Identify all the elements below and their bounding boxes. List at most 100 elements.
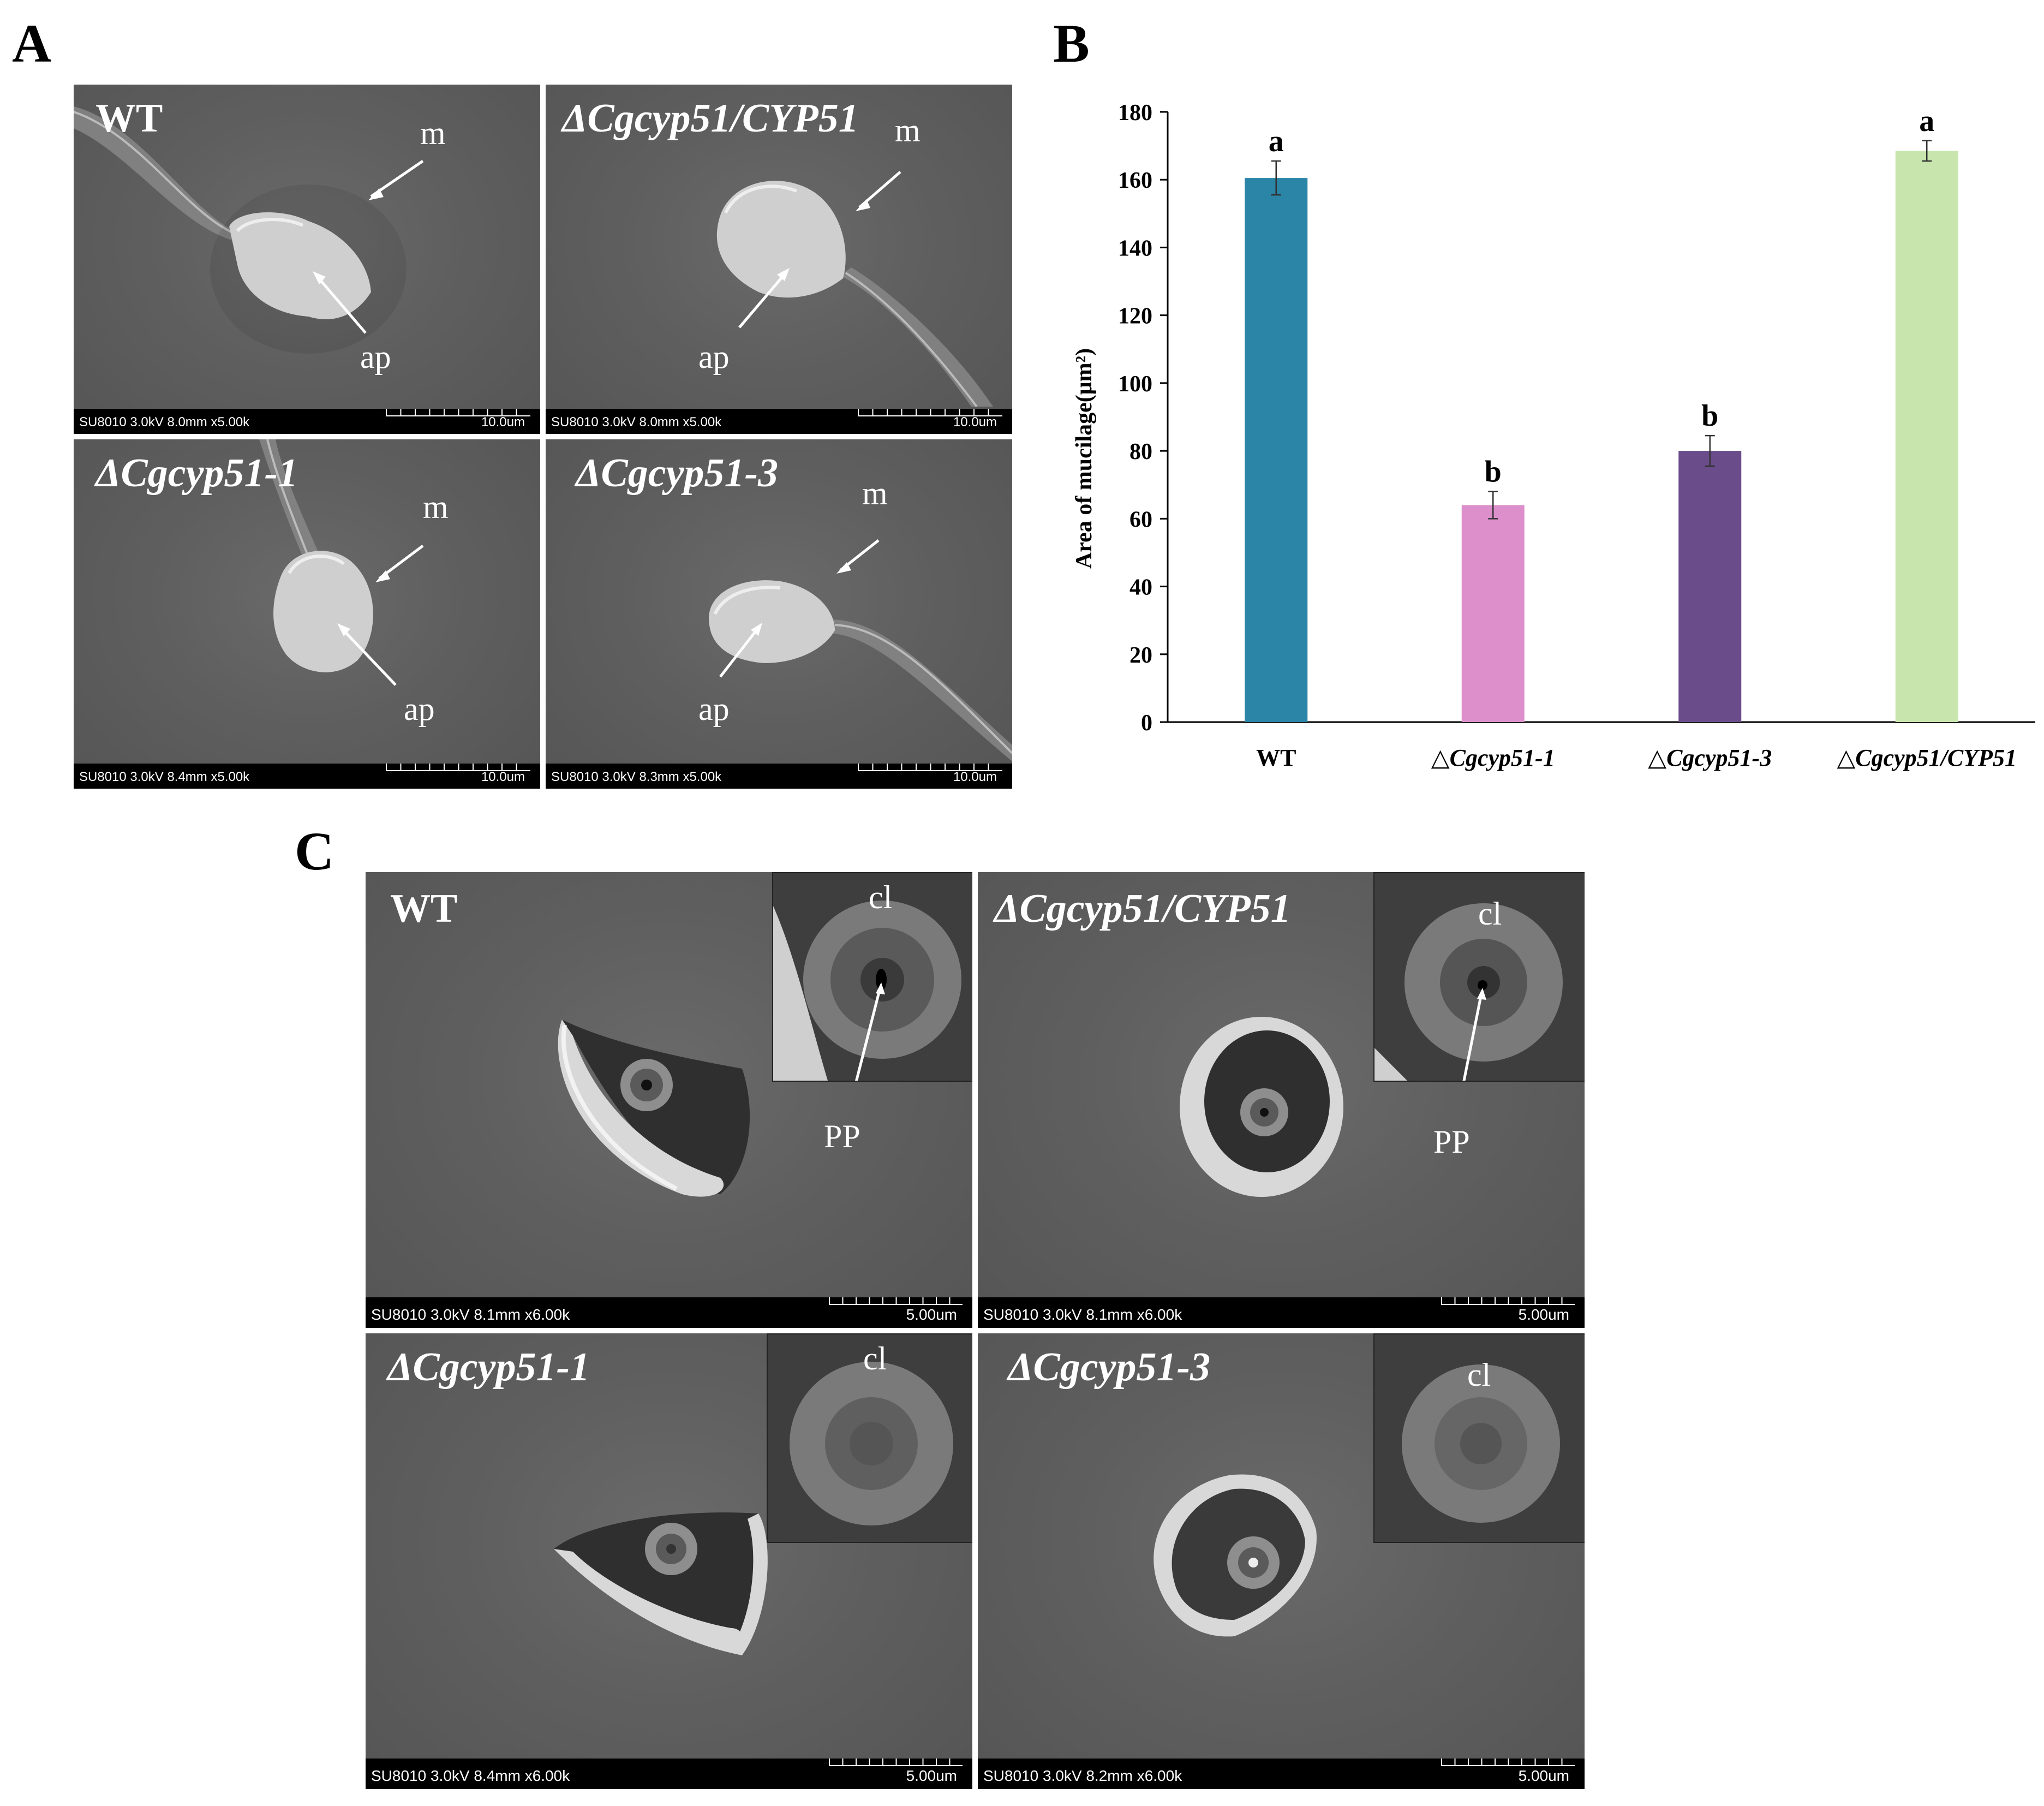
significance-label: b <box>1485 455 1502 489</box>
scale-label: 10.0um <box>481 415 525 430</box>
scale-ticks <box>386 764 530 771</box>
image-title: WT <box>95 96 163 141</box>
inset-cl: cl <box>1373 872 1585 1082</box>
sem-image-wt-appressorium: WT m ap SU8010 3.0kV 8.0mm x5.00k 10.0um <box>74 85 540 434</box>
inset-cl: cl <box>1373 1333 1585 1543</box>
image-title: ΔCgcyp51/CYP51 <box>562 96 859 141</box>
sem-info: SU8010 3.0kV 8.4mm x6.00k <box>371 1767 570 1784</box>
image-title: ΔCgcyp51-3 <box>1008 1345 1211 1390</box>
penetration-graphic <box>554 1512 768 1655</box>
bar <box>1678 451 1742 722</box>
label-ap: ap <box>404 691 435 727</box>
sem-image-mutant3-penetration: cl ΔCgcyp51-3 SU8010 3.0kV 8.2mm x6.00k … <box>978 1333 1585 1789</box>
label-m: m <box>895 112 921 148</box>
x-tick-label: △Cgcyp51-1 <box>1431 744 1555 771</box>
sem-image-wt-penetration: cl PP WT SU8010 3.0kV 8.1mm x6.00k 5.00u… <box>366 872 972 1328</box>
scale-ticks <box>829 1759 963 1766</box>
scale-ticks <box>829 1297 963 1305</box>
inset-label-cl: cl <box>863 1340 887 1376</box>
sem-info-bar: SU8010 3.0kV 8.2mm x6.00k 5.00um <box>978 1759 1585 1789</box>
y-tick-label: 140 <box>1118 236 1152 261</box>
panel-label-c: C <box>295 821 334 881</box>
sem-image-mutant1-appressorium: ΔCgcyp51-1 m ap SU8010 3.0kV 8.4mm x5.00… <box>74 439 540 789</box>
sem-info: SU8010 3.0kV 8.1mm x6.00k <box>371 1306 570 1323</box>
penetration-graphic <box>558 1020 750 1197</box>
chart-axes: 0 20 40 60 80 100 120 140 160 180 <box>1118 100 2035 736</box>
y-tick-label: 60 <box>1129 507 1152 532</box>
label-m: m <box>423 489 449 525</box>
inset-label-cl: cl <box>1478 896 1502 932</box>
sem-info-bar: SU8010 3.0kV 8.1mm x6.00k 5.00um <box>978 1297 1585 1328</box>
inset-graphic <box>1374 903 1563 1081</box>
sem-info-bar: SU8010 3.0kV 8.0mm x5.00k 10.0um <box>546 409 1012 434</box>
x-tick-label: △Cgcyp51-3 <box>1648 744 1772 771</box>
bar <box>1895 151 1958 723</box>
label-ap: ap <box>698 339 730 375</box>
label-m: m <box>862 475 888 511</box>
sem-info: SU8010 3.0kV 8.3mm x5.00k <box>551 770 722 784</box>
inset-graphic <box>1402 1364 1560 1523</box>
sem-info-bar: SU8010 3.0kV 8.0mm x5.00k 10.0um <box>74 409 540 434</box>
y-tick-label: 20 <box>1129 643 1152 668</box>
appressorium-graphic <box>74 106 424 354</box>
arrow-label-pp: PP <box>824 1118 860 1154</box>
scale-ticks <box>386 409 530 416</box>
label-m: m <box>420 115 446 151</box>
appressorium-graphic <box>716 171 993 408</box>
sem-image-mutant1-penetration: cl ΔCgcyp51-1 SU8010 3.0kV 8.4mm x6.00k … <box>366 1333 972 1789</box>
significance-label: a <box>1269 124 1284 158</box>
panel-label-a: A <box>12 13 52 74</box>
scale-label: 5.00um <box>906 1306 957 1323</box>
inset-label-cl: cl <box>1467 1357 1491 1393</box>
sem-info-bar: SU8010 3.0kV 8.3mm x5.00k 10.0um <box>546 764 1012 789</box>
y-tick-label: 160 <box>1118 168 1152 193</box>
inset-graphic <box>790 1362 953 1525</box>
inset-label-cl: cl <box>869 879 893 915</box>
chart-bars: a WT b △Cgcyp51-1 b △Cgcyp51-3 a △Cgcyp51/CYP51 <box>1245 104 2017 771</box>
image-title: ΔCgcyp51-1 <box>95 451 298 496</box>
penetration-graphic <box>1154 1474 1317 1637</box>
sem-info: SU8010 3.0kV 8.0mm x5.00k <box>79 415 250 430</box>
sem-info-bar: SU8010 3.0kV 8.4mm x5.00k 10.0um <box>74 764 540 789</box>
bar <box>1461 505 1525 722</box>
image-title: WT <box>390 886 458 931</box>
scale-label: 10.0um <box>481 770 525 784</box>
sem-info: SU8010 3.0kV 8.4mm x5.00k <box>79 770 250 784</box>
y-tick-label: 40 <box>1129 575 1152 600</box>
penetration-graphic <box>1180 1017 1343 1197</box>
mucilage-area-bar-chart: Area of mucilage(μm²) 0 20 40 60 80 100 120 140… <box>1072 100 2035 771</box>
appressorium-graphic <box>259 439 424 686</box>
y-tick-label: 80 <box>1129 439 1152 464</box>
label-ap: ap <box>698 691 730 727</box>
sem-info-bar: SU8010 3.0kV 8.4mm x6.00k 5.00um <box>366 1759 972 1789</box>
scale-label: 10.0um <box>953 770 997 784</box>
appressorium-graphic <box>709 539 1012 761</box>
image-title: ΔCgcyp51-1 <box>387 1345 590 1390</box>
image-title: ΔCgcyp51-3 <box>576 451 779 496</box>
sem-image-complement-penetration: cl PP ΔCgcyp51/CYP51 SU8010 3.0kV 8.1mm … <box>978 872 1585 1328</box>
scale-ticks <box>1441 1759 1575 1766</box>
scale-ticks <box>858 764 1002 771</box>
x-tick-label: △Cgcyp51/CYP51 <box>1837 744 2017 771</box>
bar <box>1245 178 1308 722</box>
scale-label: 5.00um <box>1518 1306 1569 1323</box>
x-tick-label: WT <box>1256 744 1296 771</box>
y-tick-label: 0 <box>1141 711 1152 736</box>
significance-label: b <box>1701 399 1718 433</box>
sem-info: SU8010 3.0kV 8.2mm x6.00k <box>983 1767 1182 1784</box>
scale-label: 5.00um <box>1518 1767 1569 1784</box>
y-axis-label: Area of mucilage(μm²) <box>1072 348 1097 569</box>
y-tick-label: 180 <box>1118 100 1152 126</box>
scale-ticks <box>858 409 1002 416</box>
scale-label: 10.0um <box>953 415 997 430</box>
panel-label-b: B <box>1053 13 1090 74</box>
y-tick-label: 120 <box>1118 304 1152 329</box>
scale-ticks <box>1441 1297 1575 1305</box>
significance-label: a <box>1919 104 1934 138</box>
y-tick-label: 100 <box>1118 372 1152 397</box>
arrow-label-pp: PP <box>1433 1124 1470 1160</box>
sem-info: SU8010 3.0kV 8.0mm x5.00k <box>551 415 722 430</box>
inset-graphic <box>773 901 961 1081</box>
sem-info-bar: SU8010 3.0kV 8.1mm x6.00k 5.00um <box>366 1297 972 1328</box>
scale-label: 5.00um <box>906 1767 957 1784</box>
